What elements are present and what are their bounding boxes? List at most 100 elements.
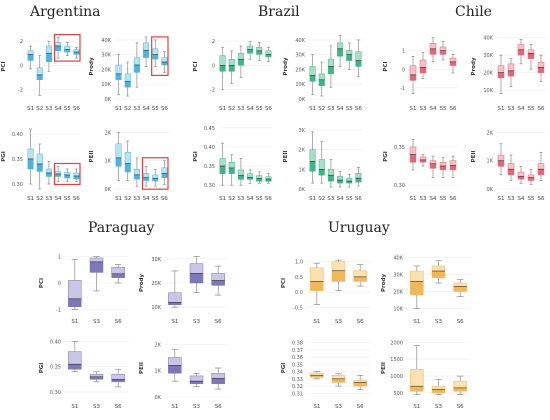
box-upper-quartile: [309, 149, 316, 162]
x-tick-label: S1: [498, 196, 505, 202]
x-tick-label: S6: [450, 196, 457, 202]
box-lower-quartile: [429, 48, 437, 55]
panel-chile-pgi: 0.35 0.30 PGI S1 S3 S4 S5 S6: [383, 138, 458, 202]
x-tick-label: S3: [193, 319, 200, 325]
box-lower-quartile: [68, 298, 82, 307]
panel-paraguay-pgi: 0.40 0.35 0.30 PGI S1 S3 S6: [39, 340, 129, 410]
box-upper-quartile: [309, 66, 316, 76]
y-tick-label: 0K: [299, 187, 306, 193]
y-tick-label: 2: [212, 39, 215, 45]
box-upper-quartile: [55, 171, 62, 175]
box-upper-quartile: [337, 42, 344, 50]
x-tick-label: S4: [518, 106, 525, 112]
box-lower-quartile: [310, 375, 324, 378]
box-lower-quartile: [517, 176, 525, 180]
box-upper-quartile: [228, 59, 235, 66]
y-tick-label: 20K: [151, 281, 161, 287]
box-lower-quartile: [265, 178, 272, 182]
x-tick-label: S4: [518, 196, 525, 202]
box-upper-quartile: [64, 172, 71, 176]
box-upper-quartile: [228, 161, 235, 169]
y-tick-label: 1.0: [295, 260, 303, 266]
box-lower-quartile: [453, 387, 467, 392]
panel-uruguay-prody: 40K 30K 20K 10K Prody S1 S3 S6: [381, 255, 471, 325]
box-lower-quartile: [68, 363, 82, 370]
box-upper-quartile: [439, 46, 447, 51]
box-upper-quartile: [73, 49, 80, 53]
panel-brazil-pgi: 0.45 0.40 0.35 0.30 PGI S1 S2 S3 S4 S5 S6: [193, 126, 273, 202]
y-tick-label: 1500: [390, 357, 403, 363]
y-tick-label: 10K: [483, 88, 493, 94]
y-tick-label: 0.32: [292, 384, 303, 390]
box-upper-quartile: [247, 45, 254, 50]
x-tick-label: S4: [430, 196, 437, 202]
box-lower-quartile: [64, 174, 71, 179]
panel-paraguay-pci: 1 0 -1 PCI S1 S3 S6: [39, 255, 129, 325]
box-lower-quartile: [331, 270, 346, 282]
x-tick-label: S2: [36, 106, 43, 112]
y-tick-label: -2: [210, 87, 215, 93]
y-tick-label: 0.31: [292, 391, 303, 397]
highlight-box: [141, 157, 169, 190]
box-upper-quartile: [211, 273, 225, 281]
y-tick-label: 10K: [101, 82, 111, 88]
panel-argentina-prody: 40K 30K 20K 10K 0K Prody S1 S2 S3 S4 S5 S6: [89, 36, 169, 112]
x-tick-label: S3: [93, 319, 100, 325]
x-tick-label: S3: [45, 196, 52, 202]
box-upper-quartile: [497, 65, 505, 73]
box-upper-quartile: [337, 175, 344, 181]
box-upper-quartile: [45, 45, 52, 54]
box-upper-quartile: [527, 49, 535, 54]
box-upper-quartile: [265, 176, 272, 180]
box-upper-quartile: [168, 357, 182, 366]
box-upper-quartile: [111, 266, 125, 275]
box-upper-quartile: [517, 44, 525, 51]
x-tick-label: S6: [265, 106, 272, 112]
y-tick-label: 2K: [105, 130, 112, 136]
x-tick-label: S4: [247, 196, 254, 202]
box-upper-quartile: [36, 67, 43, 76]
x-tick-label: S5: [440, 196, 447, 202]
y-tick-label: 0: [212, 63, 215, 69]
y-axis-label: PEII: [89, 151, 95, 163]
x-tick-label: S1: [115, 196, 122, 202]
box-lower-quartile: [331, 378, 346, 383]
box-lower-quartile: [133, 174, 140, 180]
box-upper-quartile: [310, 267, 324, 282]
y-tick-label: 0K: [487, 187, 494, 193]
x-tick-label: S6: [265, 196, 272, 202]
box-lower-quartile: [527, 177, 535, 181]
x-tick-label: S6: [357, 404, 364, 410]
x-tick-label: S3: [193, 404, 200, 410]
box-upper-quartile: [346, 177, 353, 182]
box-lower-quartile: [419, 67, 427, 74]
y-tick-label: 2: [20, 39, 23, 45]
y-axis-label: PGI: [281, 363, 287, 374]
x-tick-label: S3: [327, 196, 334, 202]
y-tick-label: 1: [58, 255, 61, 261]
box-lower-quartile: [527, 53, 535, 59]
box-lower-quartile: [439, 50, 447, 55]
x-tick-label: S2: [228, 196, 235, 202]
x-tick-label: S1: [309, 196, 316, 202]
box-lower-quartile: [89, 261, 104, 273]
box-lower-quartile: [124, 81, 131, 88]
box-upper-quartile: [219, 158, 226, 167]
box-lower-quartile: [89, 376, 104, 380]
box-upper-quartile: [453, 282, 467, 287]
box-upper-quartile: [410, 270, 424, 282]
x-tick-label: S5: [346, 196, 353, 202]
x-tick-label: S3: [327, 106, 334, 112]
box-lower-quartile: [497, 72, 505, 79]
x-tick-label: S3: [508, 106, 515, 112]
y-tick-label: 30K: [295, 53, 305, 59]
box-upper-quartile: [143, 42, 150, 51]
y-tick-label: 0.30: [394, 183, 405, 189]
box-lower-quartile: [346, 54, 353, 61]
y-tick-label: 0.30: [50, 390, 61, 396]
box-upper-quartile: [27, 50, 34, 55]
x-tick-label: S5: [440, 106, 447, 112]
x-tick-label: S2: [36, 196, 43, 202]
y-tick-label: 2K: [155, 342, 162, 348]
y-tick-label: 0: [20, 63, 23, 69]
